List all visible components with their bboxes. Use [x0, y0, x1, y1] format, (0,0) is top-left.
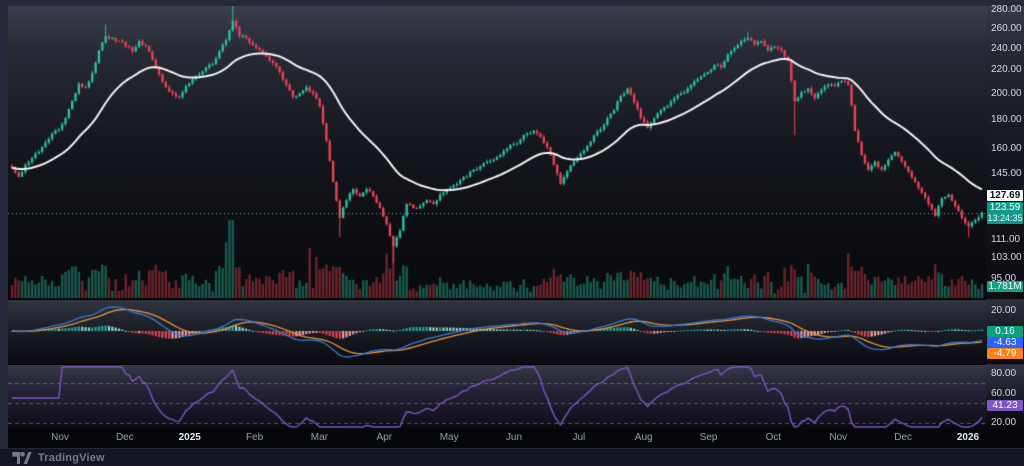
axis-tick-label: 280.00: [991, 4, 1022, 16]
macd-pane[interactable]: [8, 300, 986, 364]
axis-tick-label: 60.00: [991, 387, 1017, 399]
time-scale-axis[interactable]: Nov Dec 2025 Feb Mar Apr May Jun Jul Aug Sep Oct Nov…: [8, 429, 1024, 448]
time-axis-month-label: May: [439, 432, 459, 443]
price-scale-main-bg: [986, 6, 1024, 299]
time-axis-month-label: Dec: [894, 432, 913, 443]
time-axis-month-label: Sep: [699, 432, 718, 443]
price-pane[interactable]: [8, 6, 986, 299]
axis-tick-label: 95.00: [991, 272, 1017, 284]
axis-tick-label: 20.00: [991, 304, 1017, 316]
axis-tick-label: 145.00: [991, 167, 1022, 179]
brand-name: TradingView: [38, 452, 105, 464]
rsi-canvas[interactable]: [8, 365, 986, 429]
axis-tick-label: 111.00: [991, 233, 1021, 245]
axis-tick-label: 103.00: [991, 252, 1022, 264]
price-scale-rsi-bg: [986, 365, 1024, 429]
price-scale-axis[interactable]: 127.69 123.59 13:24:35 1.781M 0.16 -4.63…: [986, 0, 1024, 429]
time-axis-year-label: 2025: [178, 432, 201, 443]
time-axis-month-label: Jul: [572, 432, 586, 443]
time-axis-month-label: Mar: [310, 432, 329, 443]
candlestick-volume-canvas[interactable]: [8, 6, 986, 299]
pane-separator[interactable]: [8, 364, 986, 365]
time-axis-month-label: Oct: [765, 432, 782, 443]
volume-value-badge: 1.781M: [987, 281, 1023, 292]
time-axis-month-label: Nov: [829, 432, 848, 443]
bar-countdown: 13:24:35: [987, 213, 1023, 223]
rsi-value-badge: 41.23: [987, 400, 1023, 411]
status-bar: TradingView: [0, 448, 1024, 466]
time-axis-month-label: Dec: [115, 432, 134, 443]
axis-tick-label: 240.00: [991, 42, 1022, 54]
macd-signal-badge: -4.79: [987, 348, 1023, 359]
time-axis-month-label: Apr: [376, 432, 393, 443]
time-axis-month-label: Feb: [245, 432, 264, 443]
time-axis-month-label: Nov: [51, 432, 69, 443]
axis-tick-label: 200.00: [991, 87, 1022, 99]
macd-line-badge: -4.63: [987, 337, 1023, 348]
time-axis-month-label: Jun: [505, 432, 523, 443]
last-price-badge: 123.59 13:24:35: [987, 202, 1023, 224]
pane-separator[interactable]: [8, 299, 986, 300]
tradingview-logo-link[interactable]: TradingView: [12, 452, 105, 464]
axis-tick-label: 260.00: [991, 22, 1022, 34]
last-price-value: 123.59: [989, 202, 1021, 213]
time-axis-year-label: 2026: [956, 432, 980, 443]
axis-tick-label: 80.00: [991, 367, 1017, 379]
axis-tick-label: 220.00: [991, 64, 1022, 76]
ma-value-badge: 127.69: [987, 190, 1023, 201]
axis-tick-label: 20.00: [991, 417, 1017, 428]
axis-tick-label: 180.00: [991, 114, 1022, 126]
rsi-pane[interactable]: [8, 365, 986, 429]
macd-hist-badge: 0.16: [987, 326, 1023, 337]
time-axis-month-label: Aug: [634, 432, 653, 443]
macd-canvas[interactable]: [8, 300, 986, 364]
axis-tick-label: 160.00: [991, 143, 1022, 155]
tradingview-logo-icon: [12, 452, 32, 464]
